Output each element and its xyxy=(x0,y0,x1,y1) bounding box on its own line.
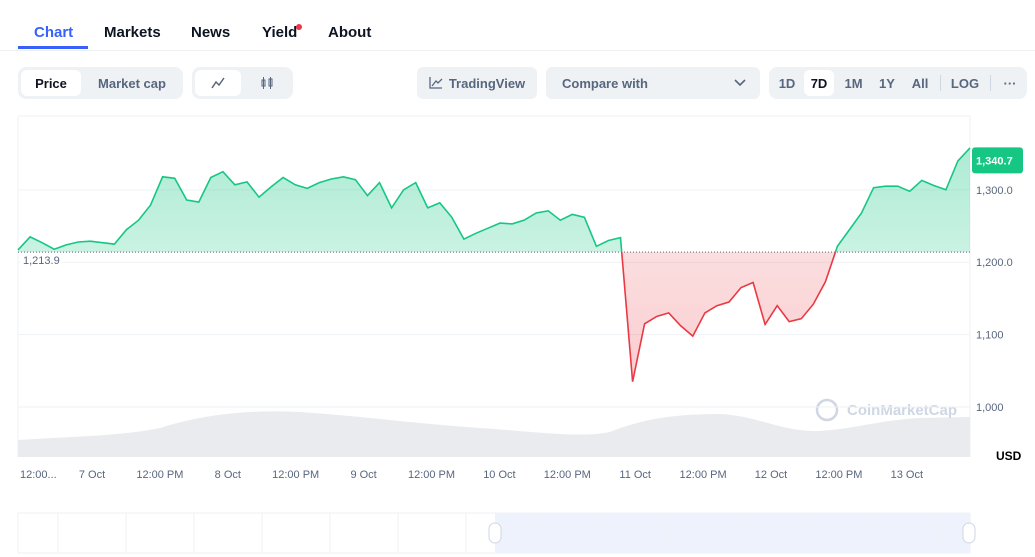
x-tick-label: 13 Oct xyxy=(891,469,923,481)
tab[interactable]: Yield xyxy=(262,24,298,41)
range-button[interactable]: 7D xyxy=(804,70,834,96)
x-tick-label: 9 Oct xyxy=(350,469,376,481)
currency-label: USD xyxy=(996,449,1022,463)
baseline-label: 1,213.9 xyxy=(23,255,60,267)
x-tick-label: 12:00 PM xyxy=(136,469,183,481)
price-line-down xyxy=(620,252,837,382)
candle-icon xyxy=(261,77,273,89)
tab[interactable]: Chart xyxy=(34,24,74,41)
x-tick-label: 11 Oct xyxy=(619,469,651,481)
price-button[interactable]: Price xyxy=(21,70,81,96)
x-tick-label: 12:00 PM xyxy=(680,469,727,481)
candle-chart-button[interactable] xyxy=(244,70,290,96)
x-tick-label: 12:00 PM xyxy=(408,469,455,481)
x-tick-label: 12:00... xyxy=(20,469,57,481)
x-tick-label: 7 Oct xyxy=(79,469,105,481)
y-tick-label: 1,200.0 xyxy=(976,257,1013,269)
tab[interactable]: Markets xyxy=(104,24,161,41)
x-tick-label: 12:00 PM xyxy=(272,469,319,481)
notification-dot xyxy=(296,24,302,30)
tradingview-button[interactable]: TradingView xyxy=(417,67,537,99)
x-tick-label: 10 Oct xyxy=(483,469,515,481)
line-icon xyxy=(211,77,225,89)
tab[interactable]: News xyxy=(191,24,231,41)
range-button[interactable]: 1M xyxy=(844,75,863,91)
last-price-label: 1,340.7 xyxy=(976,155,1013,167)
volume-area xyxy=(18,411,970,457)
compare-label: Compare with xyxy=(562,75,648,91)
up-area xyxy=(18,147,970,253)
y-tick-label: 1,000 xyxy=(976,402,1004,414)
chart: CoinMarketCap USD 1,300.0 1,200.0 1,100 1,0… xyxy=(17,115,1023,554)
last-price-badge xyxy=(972,147,1023,174)
separator xyxy=(940,75,941,91)
navigator-grid xyxy=(57,513,943,553)
separator xyxy=(990,75,991,91)
compare-dropdown[interactable]: Compare with xyxy=(546,67,760,99)
range-button[interactable]: 1D xyxy=(778,75,796,91)
y-tick-label: 1,100 xyxy=(976,330,1004,342)
navigator-selection[interactable] xyxy=(495,513,970,553)
line-chart-button[interactable] xyxy=(195,70,241,96)
more-button[interactable]: ··· xyxy=(1003,75,1017,91)
range-button[interactable]: 1Y xyxy=(879,75,895,91)
log-button[interactable]: LOG xyxy=(950,75,980,91)
tradingview-label: TradingView xyxy=(448,75,526,91)
market-cap-button[interactable]: Market cap xyxy=(98,75,166,91)
baseline-label-bg xyxy=(20,253,62,268)
watermark: CoinMarketCap xyxy=(815,398,957,422)
navigator-handle[interactable] xyxy=(488,522,502,544)
x-tick-label: 8 Oct xyxy=(215,469,241,481)
tv-icon xyxy=(429,77,443,89)
divider xyxy=(0,50,1035,51)
navigator-handle[interactable] xyxy=(962,522,976,544)
x-tick-label: 12:00 PM xyxy=(815,469,862,481)
chevron xyxy=(734,79,746,87)
tab[interactable]: About xyxy=(328,24,372,41)
tab-underline xyxy=(18,46,88,49)
price-line-up xyxy=(17,147,971,253)
x-tick-label: 12 Oct xyxy=(755,469,787,481)
watermark-text: CoinMarketCap xyxy=(847,402,957,419)
x-tick-label: 12:00 PM xyxy=(544,469,591,481)
down-area xyxy=(18,252,970,382)
range-button[interactable]: All xyxy=(911,75,929,91)
y-tick-label: 1,300.0 xyxy=(976,185,1013,197)
